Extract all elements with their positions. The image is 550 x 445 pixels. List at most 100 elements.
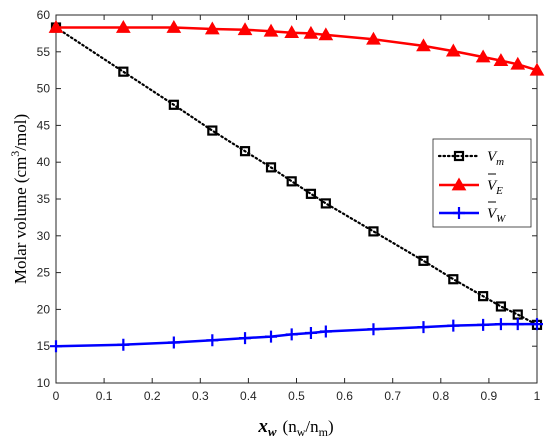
x-axis-title: xw (nw/nm) [257,416,333,439]
y-tick-label: 45 [37,118,51,132]
data-point [319,325,332,338]
data-point [265,330,278,343]
data-point [511,318,524,331]
y-axis-title: Molar volume (cm3/mol) [8,114,30,284]
legend-label-sub: m [496,156,504,168]
legend-marker [453,150,465,162]
legend-label-sub: E [495,185,503,197]
legend-label-sub: W [496,213,506,225]
data-point [529,62,545,76]
x-axis-symbol-sub: w [268,424,277,439]
data-point [265,162,277,173]
y-tick-label: 10 [37,376,51,390]
data-point [493,53,509,67]
data-point [416,38,431,52]
data-point [305,188,317,199]
x-axis-unit-close: ) [328,417,334,436]
data-point [115,20,131,33]
series-VE [48,20,545,76]
data-point [368,226,379,237]
series-line [56,26,538,72]
data-point [263,23,279,37]
data-point [475,49,491,63]
legend-label: VW [487,206,506,225]
legend-marker [453,207,465,219]
data-point [418,255,429,266]
x-axis-ticks: 0 0.1 0.2 0.3 0.4 0.5 0.6 0.7 0.8 0.9 1 [53,15,541,403]
x-tick-label: 0 [53,389,60,403]
data-point [284,25,300,39]
y-tick-label: 60 [37,8,51,22]
data-point [239,146,251,157]
y-axis-ticks: 10 15 20 25 30 35 40 45 50 55 60 [37,8,537,390]
y-tick-label: 25 [37,266,51,280]
x-tick-label: 0.8 [432,389,449,403]
x-tick-label: 0.1 [96,389,113,403]
y-tick-label: 35 [37,192,51,206]
data-point [118,66,129,77]
y-axis-title-main: Molar volume (cm [11,157,30,284]
x-axis-unit-sub2: m [319,425,329,439]
legend-label-main: V [487,178,498,194]
data-point [495,301,507,312]
data-point [417,321,430,334]
data-point [168,99,179,110]
legend-label: VE [487,178,503,197]
series-line [54,26,539,326]
series-VW [50,318,543,353]
data-point [285,328,298,341]
data-point [207,125,218,136]
legend-marker [451,177,467,191]
data-point [478,291,489,302]
legend-label-main: V [487,149,498,165]
x-axis-unit-open: (n [283,417,298,436]
data-point [204,21,220,35]
data-point [531,318,543,331]
data-point [286,176,297,187]
data-point [448,274,459,285]
y-tick-label: 40 [37,155,51,169]
y-tick-label: 55 [37,45,51,59]
data-point [510,56,526,70]
legend-label-main: V [487,206,498,222]
x-tick-label: 0.6 [336,389,353,403]
y-tick-label: 20 [37,302,51,316]
data-point [477,318,490,331]
data-point [167,336,180,349]
x-tick-label: 0.7 [384,389,401,403]
x-tick-label: 0.9 [481,389,498,403]
y-axis-title-tail: /mol) [11,114,30,151]
y-tick-label: 50 [37,82,51,96]
data-point [303,25,319,39]
data-point [494,318,507,331]
data-point [318,27,334,41]
series-layer [48,20,545,353]
x-axis-unit-sub1: w [297,425,306,439]
data-point [445,43,461,57]
series-line [55,322,537,348]
y-tick-label: 30 [37,229,51,243]
x-axis-unit-mid: /n [305,417,319,436]
data-point [366,31,381,45]
data-point [206,334,219,347]
x-tick-label: 1 [534,389,541,403]
legend-box [432,138,532,228]
data-point [239,332,252,345]
x-tick-label: 0.4 [240,389,257,403]
x-tick-label: 0.5 [288,389,305,403]
data-point [166,20,182,33]
x-tick-label: 0.3 [192,389,209,403]
data-point [48,20,64,33]
y-tick-label: 15 [37,339,51,353]
data-point [237,22,253,36]
data-point [367,323,380,336]
data-point [50,340,62,353]
x-axis-symbol: x [257,416,268,437]
data-point [117,338,130,351]
data-point [304,326,317,339]
data-point [447,319,460,332]
x-tick-label: 0.2 [144,389,161,403]
data-point [320,198,331,209]
